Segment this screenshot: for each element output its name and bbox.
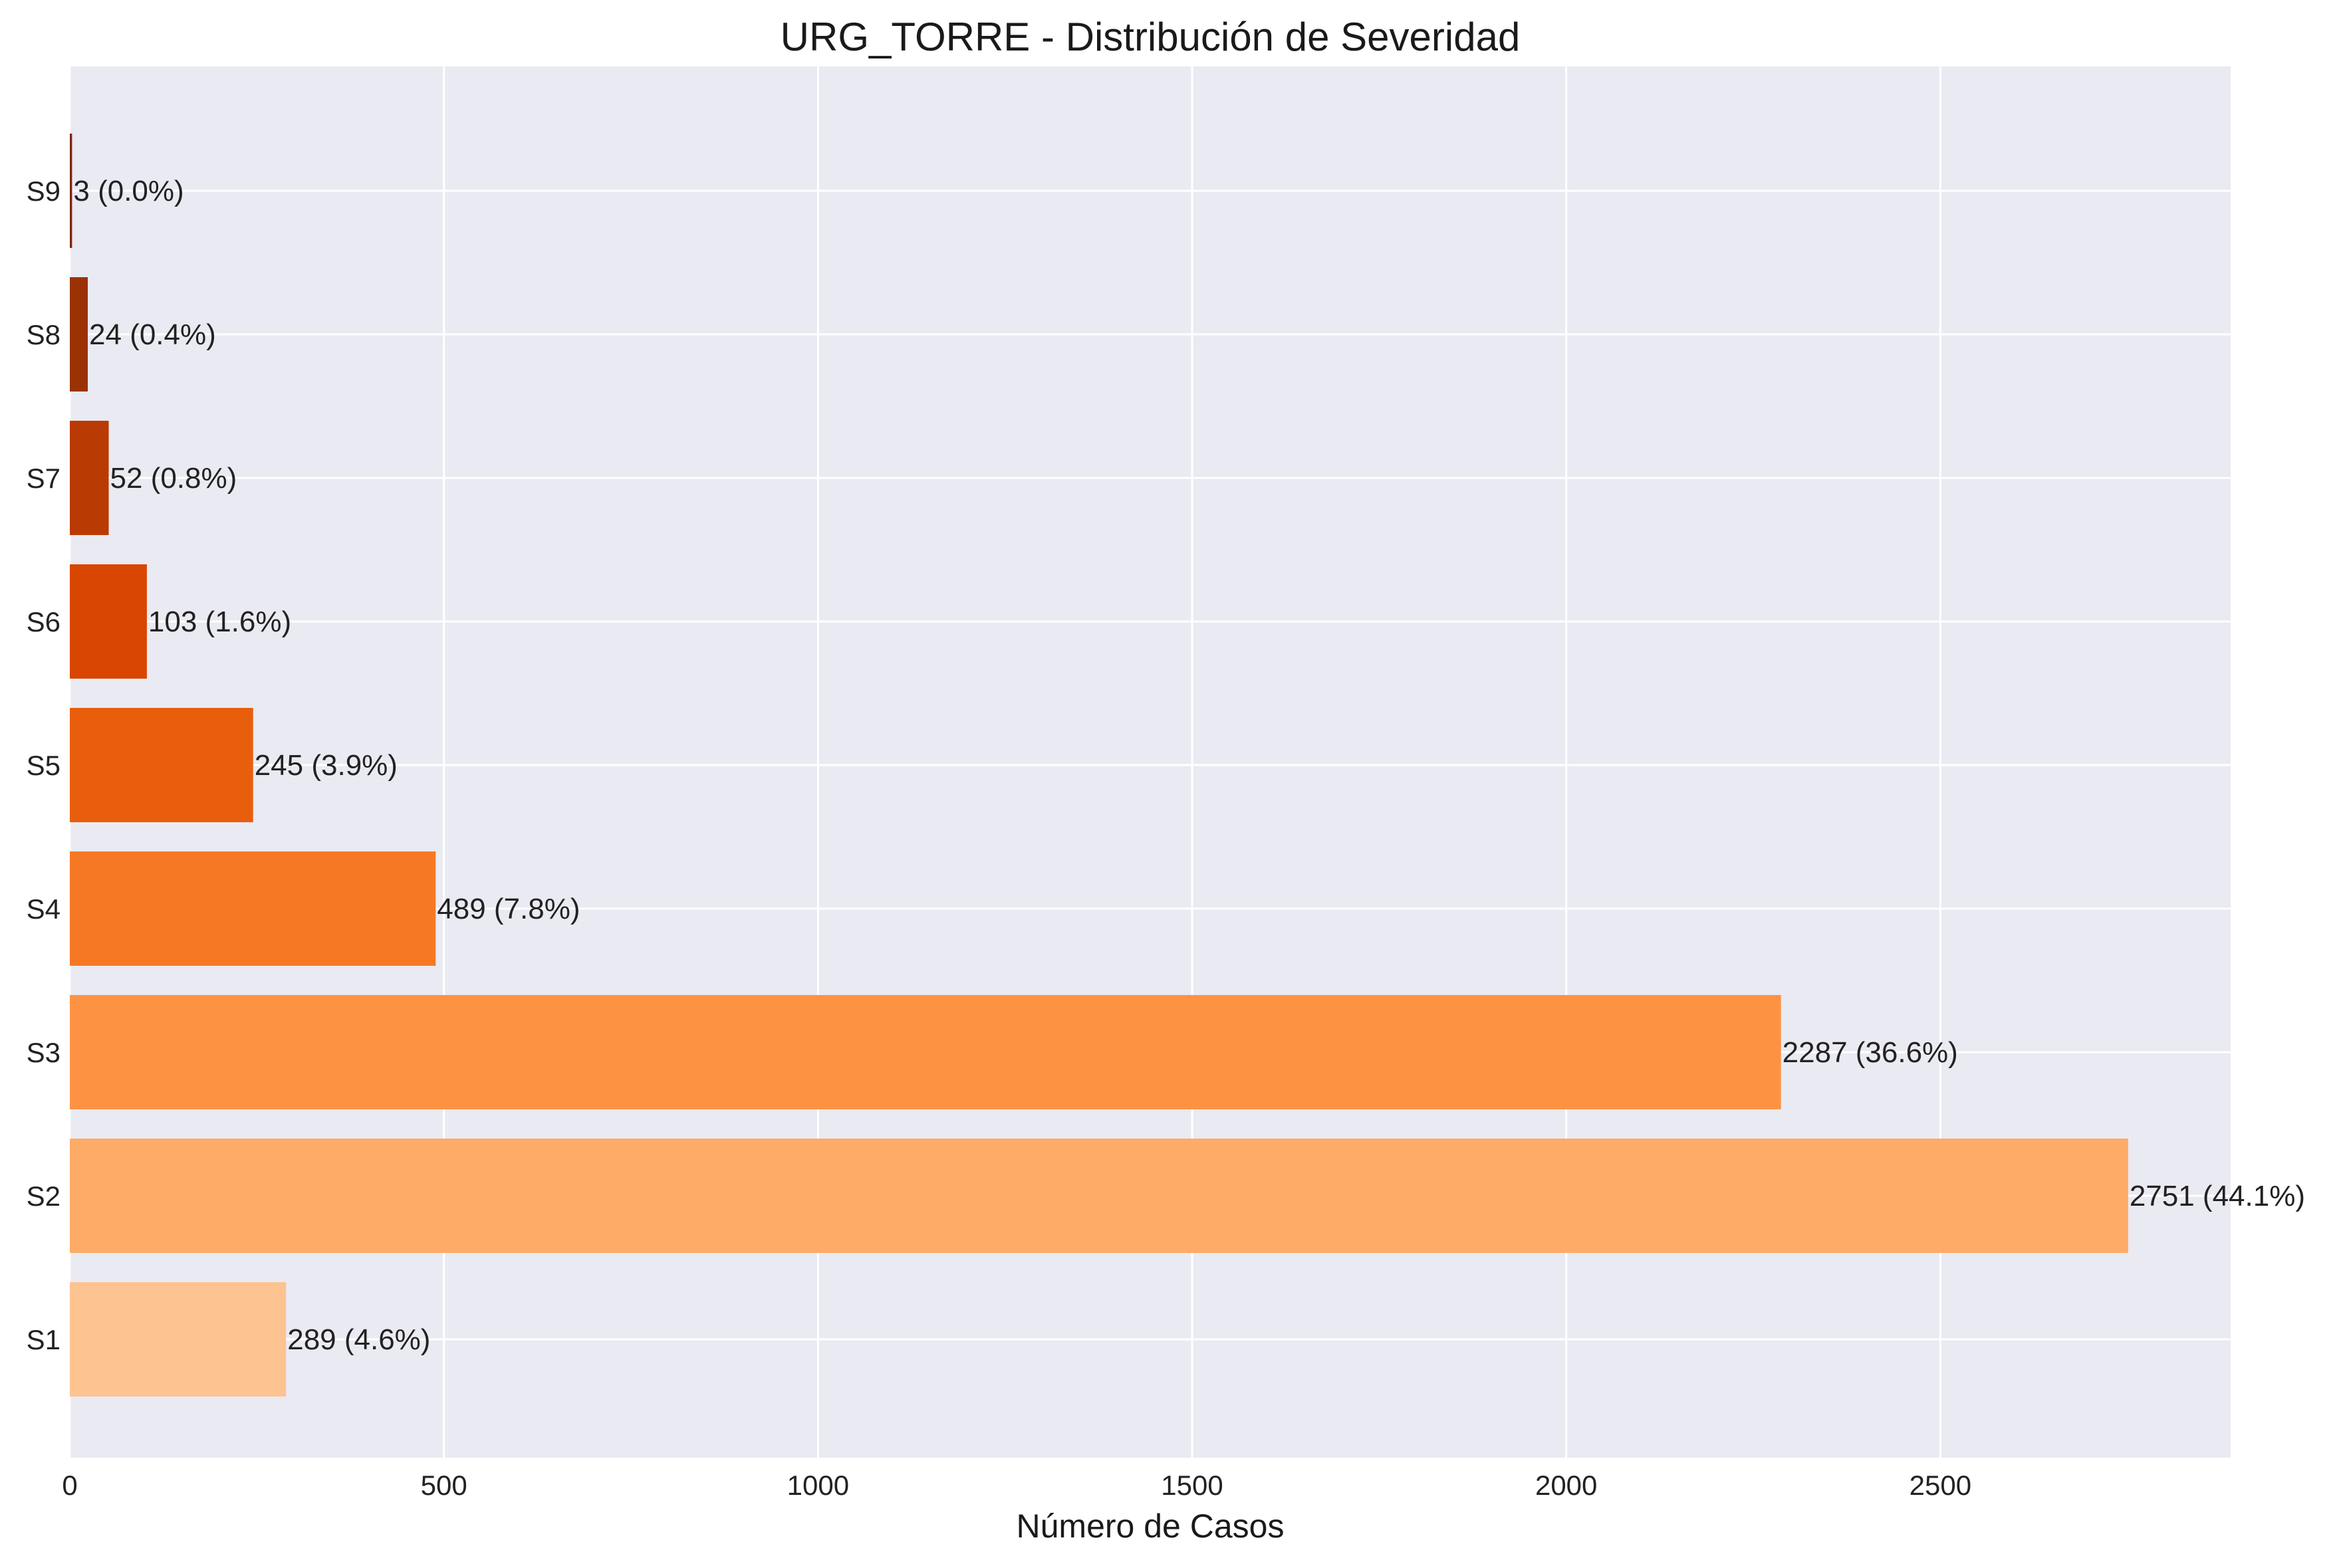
data-label-s8: 24 (0.4%) [89,318,216,351]
y-tick-label-s8: S8 [27,319,61,350]
x-tick-label: 1000 [787,1470,849,1501]
y-tick-label-s5: S5 [27,750,61,781]
data-label-s4: 489 (7.8%) [437,893,580,925]
data-label-s7: 52 (0.8%) [110,462,237,495]
data-label-s1: 289 (4.6%) [287,1323,430,1356]
y-tick-labels: S1 S2 S3 S4 S5 S6 S7 S8 S9 [27,175,61,1355]
x-tick-label: 500 [421,1470,467,1501]
y-tick-label-s2: S2 [27,1180,61,1212]
bar-s2 [70,1139,2128,1253]
bar-s6 [70,564,147,679]
y-tick-label-s9: S9 [27,175,61,207]
y-tick-label-s1: S1 [27,1324,61,1355]
x-tick-label: 2500 [1910,1470,1971,1501]
y-tick-label-s7: S7 [27,463,61,494]
data-label-s2: 2751 (44.1%) [2130,1180,2305,1212]
x-tick-labels: 0 500 1000 1500 2000 2500 [62,1470,1971,1501]
x-tick-label: 0 [62,1470,77,1501]
data-labels: 289 (4.6%) 2751 (44.1%) 2287 (36.6%) 489 (7… [73,175,2305,1356]
x-tick-label: 1500 [1161,1470,1223,1501]
chart-title: URG_TORRE - Distribución de Severidad [781,15,1521,59]
bar-s8 [70,277,88,392]
data-label-s3: 2287 (36.6%) [1783,1036,1958,1069]
data-label-s5: 245 (3.9%) [255,749,398,782]
bar-s4 [70,851,436,966]
data-label-s9: 3 (0.0%) [73,175,184,207]
bar-s5 [70,708,253,822]
y-tick-label-s6: S6 [27,606,61,637]
data-label-s6: 103 (1.6%) [148,606,291,638]
bar-s3 [70,995,1781,1109]
y-tick-label-s4: S4 [27,893,61,925]
bars [70,134,2128,1397]
bar-s7 [70,421,109,535]
bar-s9 [70,134,72,248]
y-tick-label-s3: S3 [27,1037,61,1068]
bar-s1 [70,1282,287,1397]
x-axis-label: Número de Casos [1017,1508,1285,1545]
x-tick-label: 2000 [1535,1470,1597,1501]
